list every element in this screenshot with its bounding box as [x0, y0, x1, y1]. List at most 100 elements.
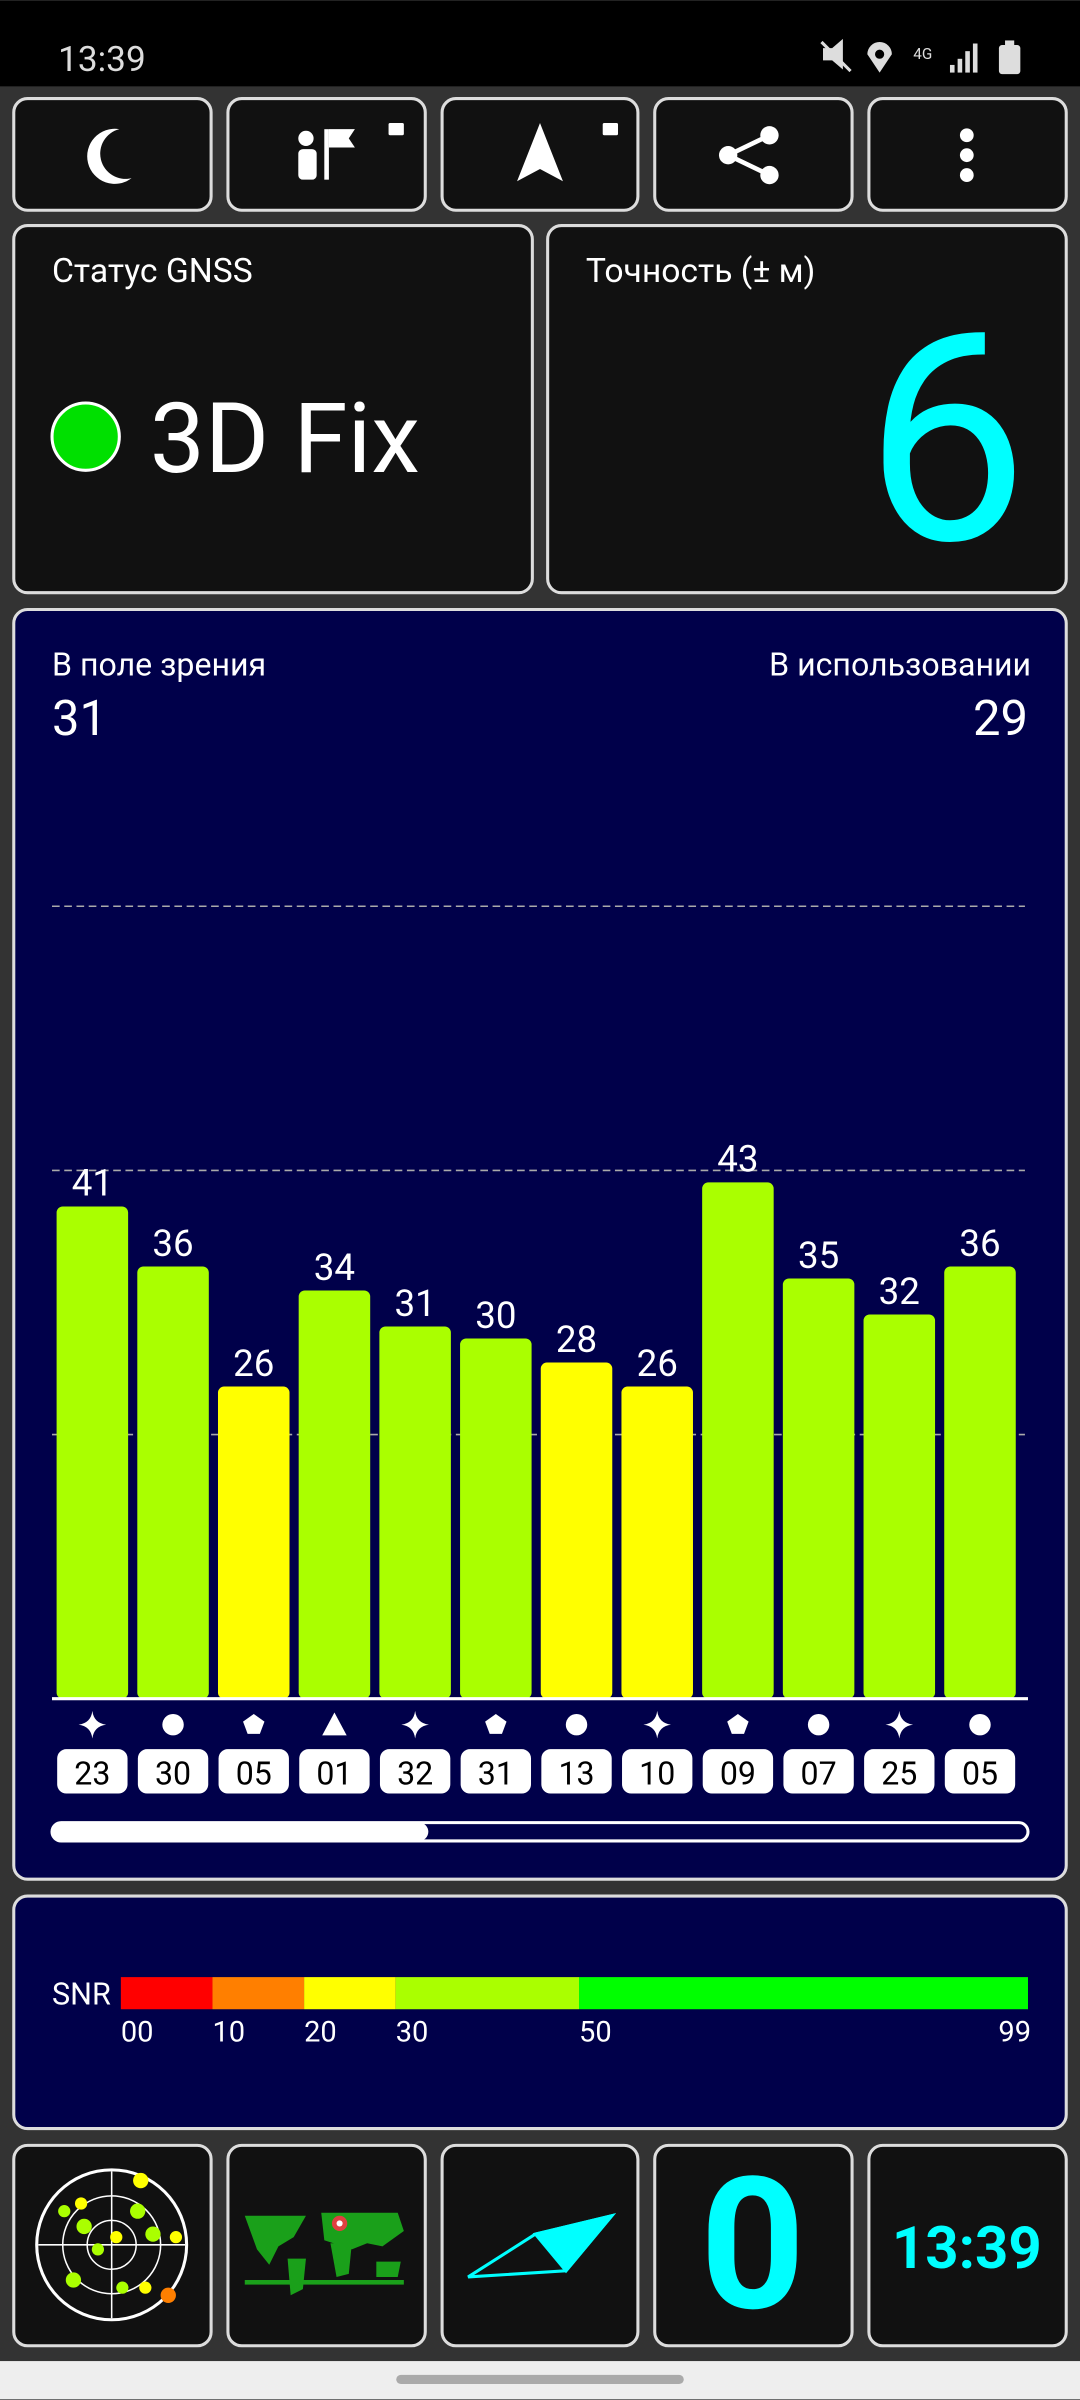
- snr-band: [395, 1977, 580, 2010]
- prn-badge: [864, 1749, 935, 1794]
- constellation-icon: [322, 1712, 347, 1736]
- prn-badge: [218, 1749, 289, 1794]
- signal-bar: [621, 1386, 693, 1699]
- prn-badge: [783, 1749, 854, 1794]
- signal-bar: [863, 1314, 936, 1699]
- status-icons: 4G: [820, 38, 1021, 75]
- constellation-icon: [243, 1713, 265, 1734]
- snr-band: [579, 1977, 1028, 2010]
- prn-label: 13: [558, 1754, 594, 1792]
- signal-bar: [217, 1386, 290, 1699]
- prn-label: 31: [478, 1754, 514, 1792]
- value-tile[interactable]: [653, 2143, 854, 2348]
- accuracy-label: Точность (± м): [586, 252, 815, 291]
- snr-label: SNR: [52, 1978, 111, 2013]
- prn-badge: [460, 1749, 532, 1794]
- prn-label: 01: [316, 1754, 352, 1792]
- prn-badge: [944, 1749, 1016, 1794]
- signal-bar: [782, 1278, 855, 1699]
- prn-label: 23: [74, 1754, 110, 1792]
- snr-value-label: 30: [475, 1294, 516, 1337]
- prn-label: 07: [801, 1754, 837, 1792]
- network-type: 4G: [913, 45, 932, 63]
- snr-value-label: 41: [72, 1162, 113, 1205]
- fix-indicator: [50, 401, 121, 472]
- snr-tick-label: 50: [579, 2015, 612, 2049]
- prn-label: 09: [720, 1754, 756, 1792]
- constellation-icon: [78, 1710, 107, 1739]
- snr-band: [212, 1977, 305, 2010]
- snr-tick-label: 00: [121, 2015, 154, 2049]
- signal-bar: [56, 1206, 129, 1699]
- snr-value-label: 26: [233, 1342, 274, 1385]
- constellation-icon: [727, 1713, 749, 1734]
- signal-bar: [137, 1266, 209, 1699]
- signal-bar: [298, 1290, 371, 1699]
- sky-view: [35, 2168, 189, 2322]
- snr-tick-label: 10: [212, 2015, 245, 2049]
- snr-value-label: 28: [556, 1318, 597, 1361]
- snr-value-label: 36: [152, 1222, 193, 1265]
- scrollbar-thumb[interactable]: [52, 1822, 429, 1841]
- world-map: [244, 2212, 404, 2296]
- share-button[interactable]: [653, 97, 854, 212]
- home-indicator[interactable]: [396, 2374, 684, 2385]
- signal-bar: [944, 1266, 1016, 1699]
- prn-label: 05: [236, 1754, 272, 1792]
- in-view-label: В поле зрения: [52, 645, 266, 683]
- snr-value-label: 36: [959, 1222, 1000, 1265]
- snr-band: [304, 1977, 396, 2010]
- clock-tile[interactable]: [867, 2143, 1068, 2348]
- snr-value-label: 31: [395, 1282, 436, 1325]
- prn-label: 30: [155, 1754, 191, 1792]
- in-use-label: В использовании: [769, 645, 1031, 683]
- prn-badge: [57, 1749, 128, 1794]
- constellation-icon: [162, 1713, 184, 1736]
- gnss-status-value: 3D Fix: [150, 381, 420, 496]
- snr-tick-label: 20: [304, 2015, 337, 2049]
- prn-label: 25: [881, 1754, 917, 1792]
- map-tile[interactable]: [226, 2143, 427, 2348]
- prn-label: 10: [639, 1754, 675, 1792]
- compass-needle: [467, 2213, 617, 2279]
- signal-bar: [540, 1362, 613, 1699]
- constellation-icon: [885, 1710, 914, 1739]
- constellation-icon: [807, 1713, 830, 1736]
- snr-tick-label: 30: [396, 2015, 429, 2049]
- constellation-icon: [401, 1710, 429, 1739]
- constellation-icon: [969, 1713, 991, 1736]
- snr-band: [120, 1977, 213, 2010]
- toolbar-icons: [87, 123, 974, 185]
- accuracy-value: 6: [865, 269, 1028, 610]
- tile-clock: 13:39: [892, 2215, 1042, 2283]
- in-view-value: 31: [52, 690, 107, 747]
- snr-tick-label: 99: [998, 2015, 1031, 2049]
- signal-bar: [460, 1338, 532, 1699]
- constellation-icon: [565, 1713, 588, 1736]
- snr-value-label: 34: [314, 1246, 355, 1289]
- accuracy-card: [546, 224, 1068, 595]
- constellation-icon: [643, 1710, 671, 1739]
- prn-badge: [622, 1749, 693, 1794]
- snr-value-label: 43: [717, 1138, 758, 1181]
- status-time: 13:39: [58, 38, 146, 80]
- prn-label: 05: [962, 1754, 998, 1792]
- signal-chart: 41 23 36 30 26 05 34 01 31 32 30 31 28 13 26 10 43 09 35 07…: [52, 905, 1025, 1794]
- in-use-value: 29: [973, 690, 1028, 747]
- gnss-status-label: Статус GNSS: [52, 252, 253, 291]
- prn-label: 32: [397, 1754, 433, 1792]
- prn-badge: [299, 1749, 370, 1794]
- constellation-icon: [485, 1713, 507, 1734]
- snr-legend: 00 10 20 30 50 99: [120, 1977, 1031, 2049]
- prn-badge: [702, 1749, 774, 1794]
- snr-value-label: 32: [879, 1270, 920, 1313]
- prn-badge: [137, 1749, 209, 1794]
- night-mode-button[interactable]: [12, 97, 213, 212]
- gnss-status-card: [12, 224, 534, 595]
- tile-value: 0: [700, 2138, 805, 2353]
- prn-badge: [379, 1749, 451, 1794]
- snr-value-label: 26: [637, 1342, 678, 1385]
- compass-tile[interactable]: [440, 2143, 640, 2348]
